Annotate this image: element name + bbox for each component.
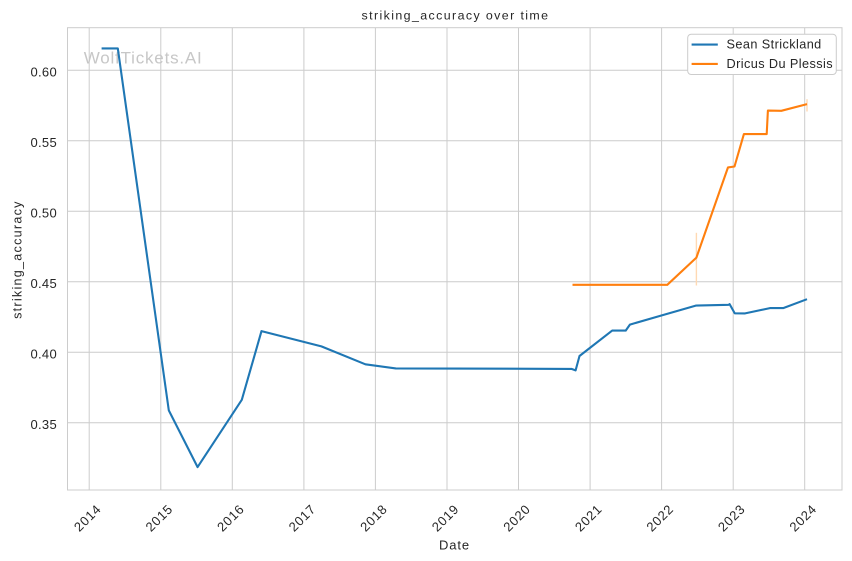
- svg-text:Dricus Du Plessis: Dricus Du Plessis: [727, 57, 834, 71]
- svg-text:Date: Date: [439, 537, 470, 552]
- svg-text:WolfTickets.AI: WolfTickets.AI: [84, 49, 203, 68]
- svg-text:0.55: 0.55: [30, 135, 57, 150]
- svg-text:striking_accuracy over time: striking_accuracy over time: [362, 9, 550, 23]
- svg-text:0.45: 0.45: [30, 276, 57, 291]
- svg-text:striking_accuracy: striking_accuracy: [11, 200, 25, 319]
- svg-text:Sean Strickland: Sean Strickland: [727, 38, 822, 52]
- svg-text:0.40: 0.40: [30, 346, 57, 361]
- svg-text:0.35: 0.35: [30, 417, 57, 432]
- svg-text:0.50: 0.50: [30, 205, 57, 220]
- svg-text:0.60: 0.60: [30, 64, 57, 79]
